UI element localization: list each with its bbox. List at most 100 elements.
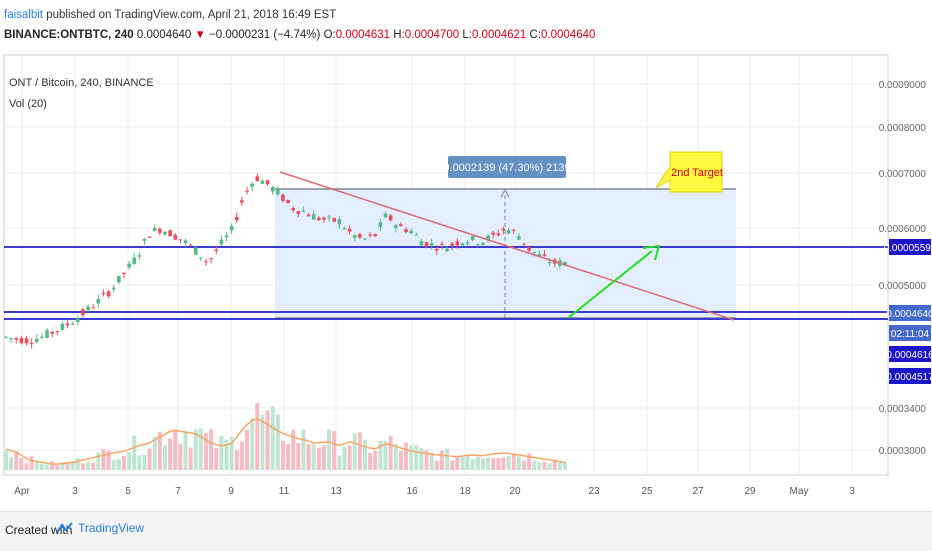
volume-bar xyxy=(168,438,173,470)
volume-bar xyxy=(209,429,214,470)
candle-body xyxy=(75,318,80,322)
candle-body xyxy=(429,243,434,246)
volume-bar xyxy=(388,435,393,470)
candle-body xyxy=(29,342,34,344)
time-tick-label: 7 xyxy=(175,486,181,497)
volume-bar xyxy=(301,429,306,470)
volume-bar xyxy=(398,451,403,470)
candle-body xyxy=(547,262,552,264)
price-tick-label: 0.0006000 xyxy=(879,224,927,235)
candle-body xyxy=(45,330,49,338)
footer: Created with TradingView xyxy=(0,511,932,551)
candle-body xyxy=(404,229,408,233)
volume-bar xyxy=(450,460,455,470)
candle-body xyxy=(14,338,19,340)
volume-bar xyxy=(70,462,75,470)
volume-bar xyxy=(270,406,275,470)
candle-body xyxy=(373,234,378,237)
descending-trend-line[interactable] xyxy=(279,171,735,321)
measure-arrow-icon xyxy=(500,188,510,198)
close-label: C: xyxy=(529,29,542,41)
candle-body xyxy=(424,242,429,247)
volume-bar xyxy=(434,460,439,470)
candle-body xyxy=(332,217,337,222)
candle-body xyxy=(96,298,101,304)
candle-body xyxy=(229,226,234,231)
volume-bar xyxy=(132,435,137,470)
volume-bar xyxy=(547,463,552,470)
volume-bar xyxy=(455,456,460,470)
high-label: H: xyxy=(393,29,405,41)
target-callout[interactable] xyxy=(655,151,723,193)
arrow-head-icon xyxy=(642,244,661,261)
candle-body xyxy=(24,338,29,344)
price-tick-label: 0.0005000 xyxy=(879,281,927,292)
open-value: 0.0004631 xyxy=(335,29,391,41)
publish-text: published on TradingView.com, April 21, … xyxy=(46,9,337,21)
created-with-text: Created with xyxy=(5,523,73,537)
volume-bar xyxy=(409,445,414,470)
svg-text:02:11:04: 02:11:04 xyxy=(891,329,930,340)
volume-bar xyxy=(183,430,188,470)
time-tick-label: 23 xyxy=(588,486,600,497)
volume-bar xyxy=(316,447,321,470)
volume-bar xyxy=(306,444,311,470)
volume-bar xyxy=(280,440,285,470)
tradingview-link[interactable]: TradingView xyxy=(56,521,144,535)
measure-label-box[interactable] xyxy=(448,156,566,178)
candle-body xyxy=(70,323,75,325)
volume-bar xyxy=(480,458,485,470)
volume-bar xyxy=(9,457,14,470)
candle-body xyxy=(517,236,521,240)
author-link[interactable]: faisalbit xyxy=(4,9,43,21)
volume-bar xyxy=(516,456,521,470)
candle-body xyxy=(527,247,531,251)
volume-bar xyxy=(229,436,234,470)
volume-bar xyxy=(24,463,29,470)
candle-body xyxy=(276,188,280,195)
volume-bar xyxy=(542,462,547,470)
candle-body xyxy=(358,234,362,238)
candle-body xyxy=(434,249,439,251)
volume-bar xyxy=(368,452,373,470)
volume-bar xyxy=(496,458,501,470)
candle-body xyxy=(101,292,106,294)
low-label: L: xyxy=(462,29,472,41)
volume-bar xyxy=(137,455,142,470)
volume-bar xyxy=(506,456,511,470)
candle-body xyxy=(542,254,547,256)
candle-body xyxy=(255,176,260,181)
volume-bar xyxy=(383,441,388,470)
candle-body xyxy=(245,190,249,192)
volume-bar xyxy=(86,462,91,470)
change-value: −0.0000231 (−4.74%) xyxy=(209,29,321,41)
candle-body xyxy=(40,336,44,338)
projection-arrow-line[interactable] xyxy=(567,250,653,319)
candle-body xyxy=(132,257,137,264)
current-price-tag: 0.0004640 xyxy=(886,305,932,321)
candle-body xyxy=(147,236,152,238)
candle-body xyxy=(383,213,388,218)
volume-bar xyxy=(332,431,337,470)
ohlc-bar: BINANCE:ONTBTC, 240 0.0004640 ▼ −0.00002… xyxy=(4,29,595,41)
volume-bar xyxy=(424,449,429,470)
resistance-tag: 0.00005595 xyxy=(884,239,932,255)
candle-body xyxy=(455,241,460,246)
price-tick-label: 0.0007000 xyxy=(879,169,927,180)
volume-bar xyxy=(491,458,496,470)
volume-bar xyxy=(470,459,475,470)
volume-bar xyxy=(393,443,398,470)
close-value: 0.0004640 xyxy=(541,29,596,41)
price-chart[interactable]: ONT / Bitcoin, 240, BINANCE Vol (20) 0.0… xyxy=(0,0,932,511)
candle-body xyxy=(250,183,254,187)
candle-body xyxy=(86,306,90,311)
candle-body xyxy=(4,336,8,338)
time-tick-label: 18 xyxy=(459,486,471,497)
volume-bar xyxy=(296,442,301,470)
volume-bar xyxy=(255,403,260,470)
volume-bar xyxy=(224,439,229,470)
volume-bar xyxy=(178,444,183,470)
last-price: 0.0004640 xyxy=(136,29,192,41)
volume-bar xyxy=(214,448,219,470)
volume-bar xyxy=(147,448,152,470)
